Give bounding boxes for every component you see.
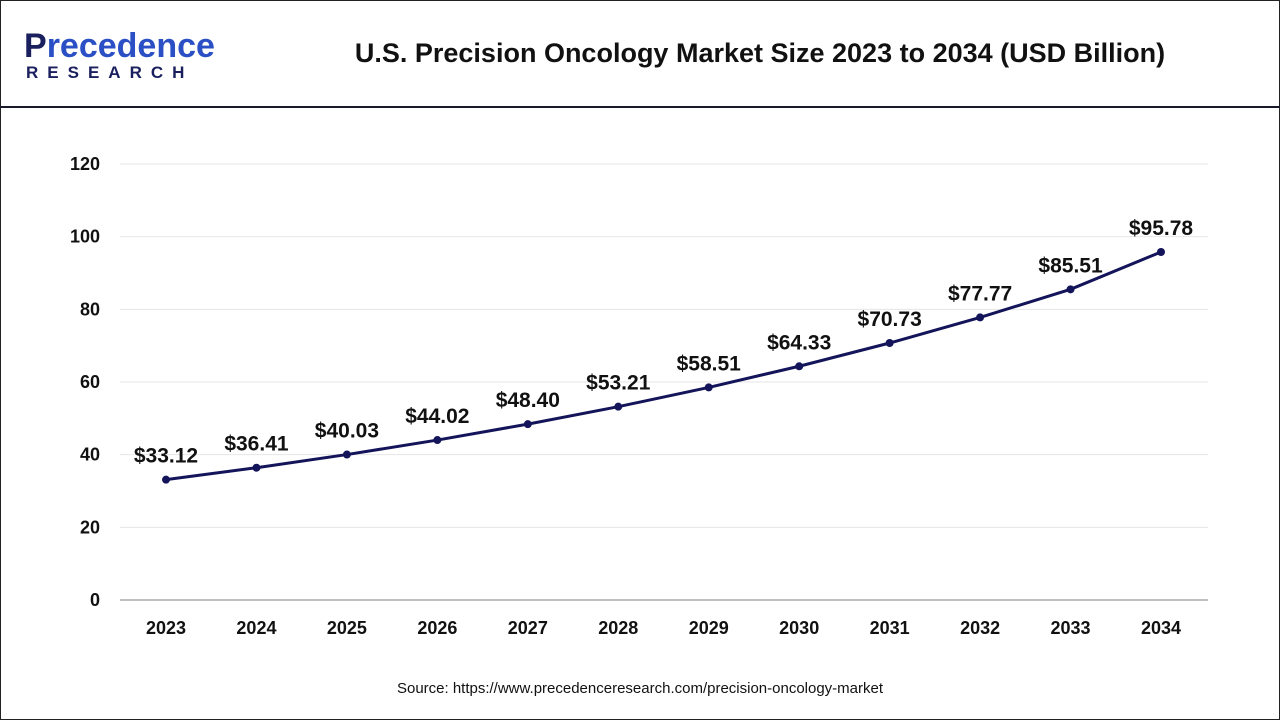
x-tick-label: 2024 xyxy=(236,618,276,638)
data-label: $58.51 xyxy=(677,352,742,375)
data-point xyxy=(1157,247,1165,256)
x-tick-label: 2032 xyxy=(960,618,1000,638)
data-label: $77.77 xyxy=(948,282,1012,305)
precedence-research-logo: Precedence RESEARCH xyxy=(24,27,215,82)
x-tick-label: 2025 xyxy=(327,618,367,638)
data-point xyxy=(795,362,804,371)
data-point xyxy=(885,339,894,348)
data-label: $70.73 xyxy=(858,308,922,331)
y-tick-label: 100 xyxy=(70,227,100,247)
data-point xyxy=(614,402,623,411)
x-tick-label: 2033 xyxy=(1051,618,1091,638)
data-point xyxy=(162,475,170,484)
chart-title: U.S. Precision Oncology Market Size 2023… xyxy=(354,38,1166,68)
y-tick-label: 0 xyxy=(90,590,100,610)
x-tick-label: 2026 xyxy=(417,618,457,638)
data-label: $36.41 xyxy=(224,433,289,456)
data-label: $85.51 xyxy=(1038,254,1103,277)
data-label: $95.78 xyxy=(1129,217,1194,240)
y-tick-label: 40 xyxy=(80,445,100,465)
source-note: Source: https://www.precedenceresearch.c… xyxy=(396,680,884,697)
x-tick-label: 2031 xyxy=(870,618,910,638)
x-tick-label: 2023 xyxy=(146,618,186,638)
data-point xyxy=(342,450,351,459)
y-tick-label: 20 xyxy=(80,517,100,537)
data-point xyxy=(433,436,442,445)
data-point xyxy=(523,420,532,429)
x-tick-label: 2034 xyxy=(1141,618,1181,638)
header: Precedence RESEARCH U.S. Precision Oncol… xyxy=(0,0,1280,108)
x-tick-label: 2028 xyxy=(598,618,638,638)
data-point xyxy=(1066,285,1075,294)
data-label: $40.03 xyxy=(315,420,379,443)
data-point xyxy=(252,463,261,472)
x-tick-label: 2030 xyxy=(779,618,819,638)
data-label: $48.40 xyxy=(496,389,560,412)
data-label: $53.21 xyxy=(586,372,651,395)
series-line xyxy=(165,250,1162,482)
data-point xyxy=(704,383,713,392)
y-tick-label: 60 xyxy=(80,372,100,392)
y-tick-label: 120 xyxy=(70,154,100,174)
data-point xyxy=(976,313,985,322)
x-tick-label: 2027 xyxy=(508,618,548,638)
data-label: $64.33 xyxy=(767,331,831,354)
y-tick-label: 80 xyxy=(80,299,100,319)
data-label: $44.02 xyxy=(405,405,469,428)
data-label: $33.12 xyxy=(134,445,198,468)
x-tick-label: 2029 xyxy=(689,618,729,638)
